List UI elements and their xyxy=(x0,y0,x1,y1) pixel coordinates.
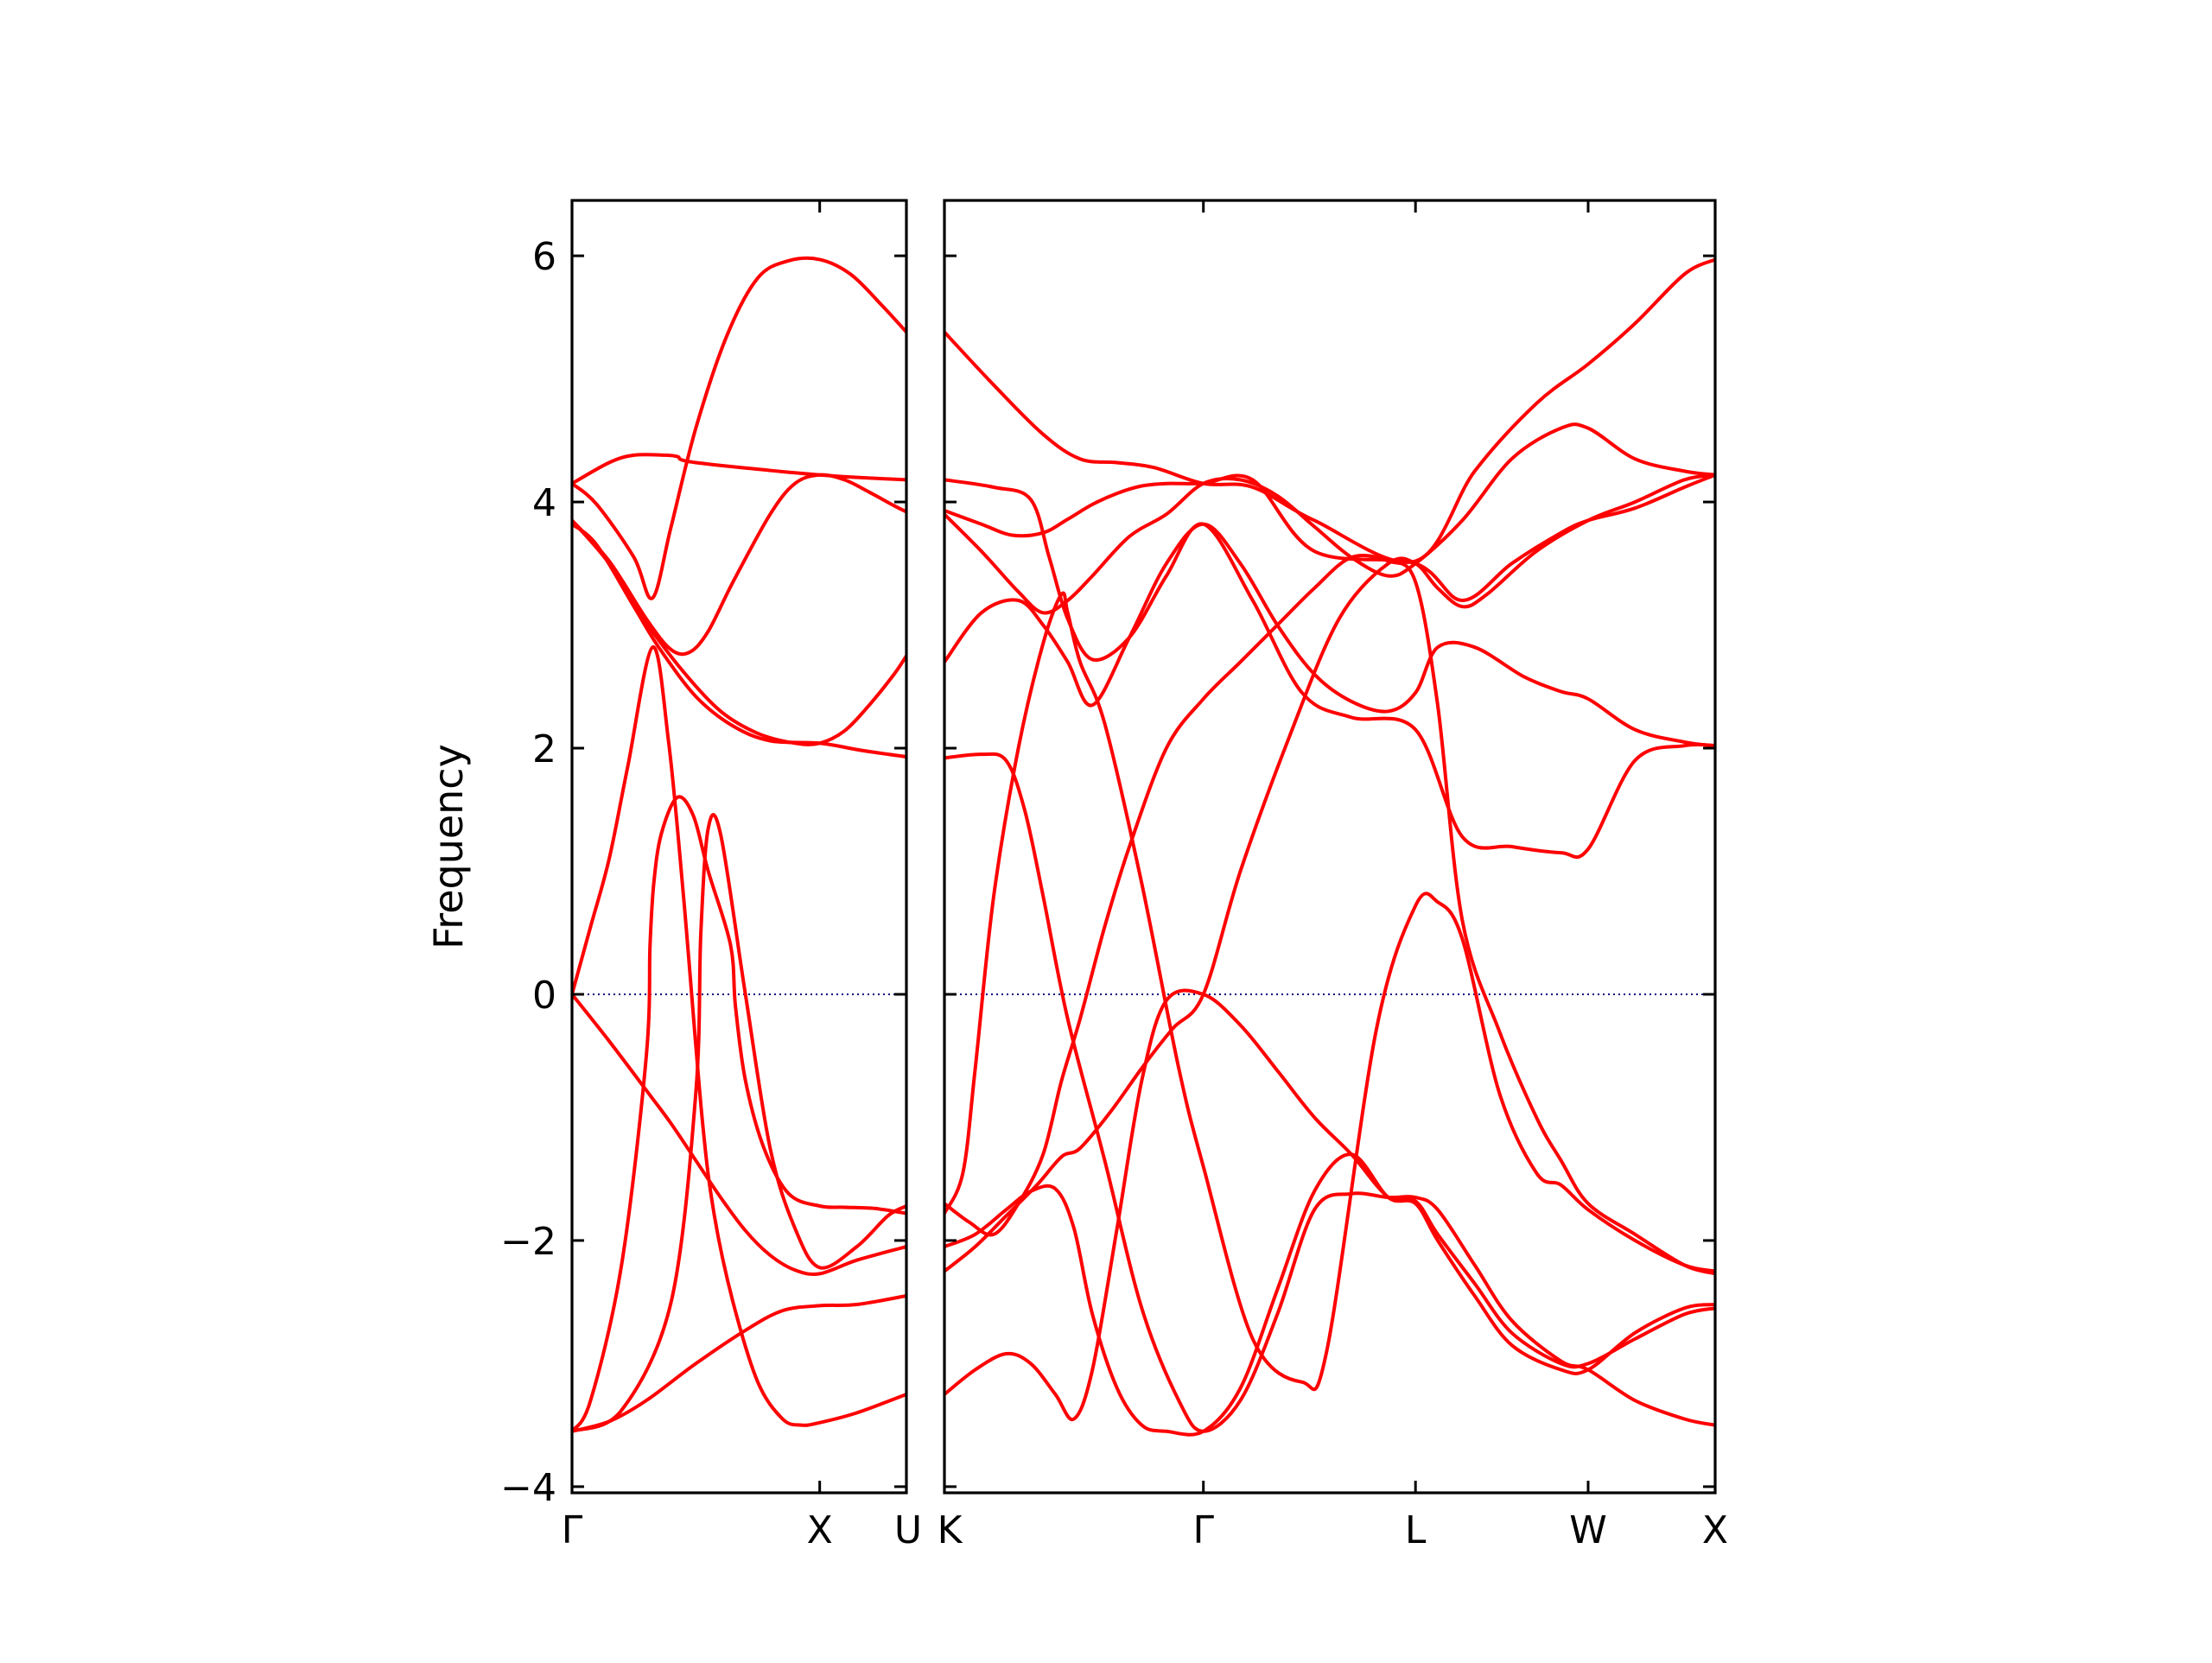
y-axis-ticks: −4 −2 0 2 4 6 xyxy=(500,235,906,1510)
y-tick-label: 4 xyxy=(532,481,556,525)
band-line-6 xyxy=(944,752,1715,1433)
plot-frame xyxy=(570,199,908,1495)
x-tick-label: X xyxy=(1702,1508,1728,1552)
x-tick-label: K xyxy=(938,1508,963,1552)
x-tick-label: U xyxy=(894,1508,922,1552)
y-tick-label: 2 xyxy=(532,727,556,771)
band-line-5 xyxy=(944,522,1715,748)
band-line-1 xyxy=(944,257,1715,564)
band-line-3 xyxy=(572,473,906,657)
band-line-10 xyxy=(944,473,1715,1273)
band-line-5 xyxy=(572,522,906,759)
plot-frame xyxy=(943,199,1717,1495)
band-line-8 xyxy=(944,1152,1715,1437)
band-lines xyxy=(572,256,906,1433)
band-line-7 xyxy=(572,993,906,1277)
band-line-9 xyxy=(944,554,1715,1276)
x-tick-label: W xyxy=(1569,1508,1607,1552)
y-tick-label: −4 xyxy=(500,1466,556,1510)
band-line-8 xyxy=(572,795,906,1433)
band-line-1 xyxy=(572,453,906,486)
y-tick-label: 6 xyxy=(532,235,556,279)
band-line-3 xyxy=(944,473,1715,602)
band-lines xyxy=(944,257,1715,1437)
x-tick-label: Γ xyxy=(1192,1508,1214,1552)
y-tick-label: −2 xyxy=(500,1220,556,1264)
band-line-2 xyxy=(572,256,906,600)
band-line-11 xyxy=(944,591,1715,1392)
band-line-6 xyxy=(572,645,906,1427)
x-tick-label: Γ xyxy=(562,1508,583,1552)
band-line-2 xyxy=(944,478,1715,860)
band-line-4 xyxy=(944,422,1715,615)
y-tick-label: 0 xyxy=(532,974,556,1018)
band-line-7 xyxy=(944,988,1715,1422)
band-line-9 xyxy=(572,813,906,1433)
band-line-10 xyxy=(572,1294,906,1433)
x-tick-label: L xyxy=(1405,1508,1427,1552)
panel-gamma-x-u: −4 −2 0 2 4 6 Γ X U xyxy=(500,199,922,1552)
band-line-4 xyxy=(572,518,906,746)
y-axis-label: Frequency xyxy=(425,744,472,949)
x-tick-label: X xyxy=(807,1508,833,1552)
